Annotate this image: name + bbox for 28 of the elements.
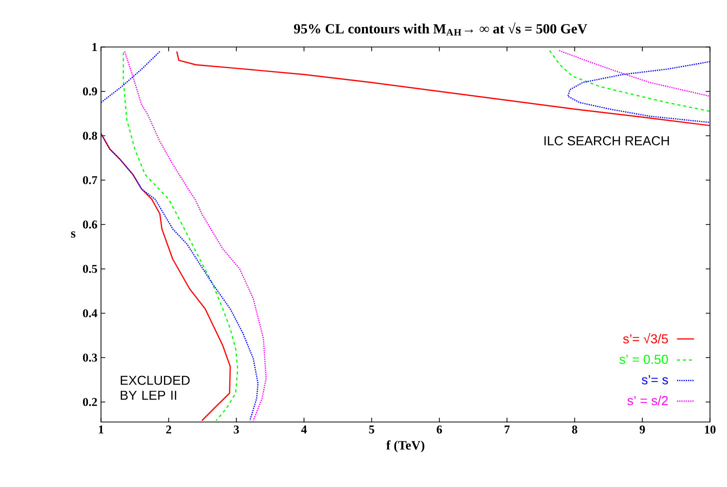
x-tick-label: 2 (166, 426, 172, 434)
y-tick-label: 0.2 (82, 398, 97, 406)
legend-label: s’ = s/2 (627, 396, 668, 406)
x-tick-label: 6 (436, 426, 442, 434)
y-tick-label: 1 (92, 43, 97, 51)
y-tick-label: 0.4 (82, 309, 98, 318)
x-tick-label: 10 (704, 426, 716, 434)
y-tick-label: 0.5 (82, 264, 98, 273)
y-tick-label: 0.9 (82, 87, 98, 96)
x-tick-label: 7 (504, 426, 510, 434)
annotation: ILC SEARCH REACH (544, 136, 669, 146)
y-tick-label: 0.7 (82, 176, 98, 184)
chart-title: 95% CL contours with M$_{AH}$→ ∞ at √s = 500 GeV (294, 22, 588, 36)
x-axis-title: f (TeV) (386, 440, 424, 452)
y-tick-label: 0.8 (82, 132, 98, 140)
y-tick-label: 0.6 (82, 220, 98, 229)
x-tick-label: 5 (369, 426, 374, 434)
annotation: EXCLUDED BY LEP II (120, 376, 190, 400)
x-tick-label: 4 (301, 426, 307, 434)
legend-label: s’= √3/5 (623, 333, 668, 344)
y-tick-label: 0.3 (82, 354, 98, 362)
y-axis-title: s (71, 231, 76, 238)
x-tick-label: 1 (98, 426, 104, 434)
x-tick-label: 8 (572, 426, 578, 434)
x-tick-label: 9 (640, 426, 645, 434)
legend-label: s’= s (642, 375, 668, 384)
x-tick-label: 3 (234, 426, 239, 434)
legend-label: s’ = 0.50 (619, 354, 668, 364)
